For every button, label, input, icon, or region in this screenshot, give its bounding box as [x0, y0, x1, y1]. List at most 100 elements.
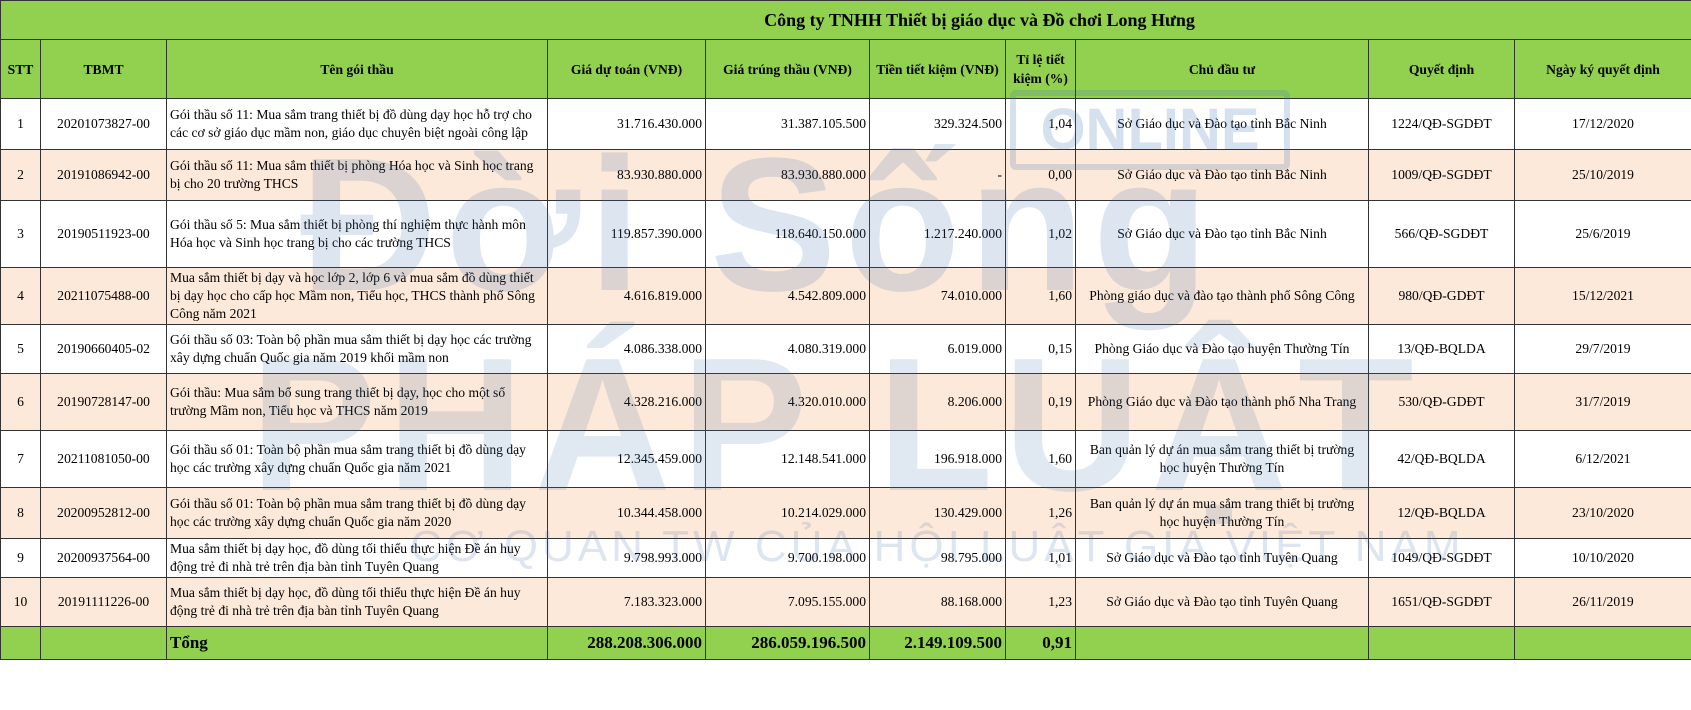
cell-chu-dau-tu[interactable]: Sở Giáo dục và Đào tạo tỉnh Tuyên Quang	[1075, 577, 1369, 627]
cell-tbmt[interactable]: 20200937564-00	[40, 538, 167, 578]
cell-ngay-ky[interactable]: 26/11/2019	[1514, 577, 1691, 627]
cell-quyet-dinh[interactable]: 12/QĐ-BQLDA	[1368, 487, 1515, 539]
cell-tien-tiet-kiem[interactable]: 329.324.500	[869, 98, 1006, 150]
cell-stt[interactable]: 6	[0, 373, 41, 431]
cell-tien-tiet-kiem[interactable]: 8.206.000	[869, 373, 1006, 431]
cell-gia-du-toan[interactable]: 10.344.458.000	[547, 487, 706, 539]
cell-ngay-ky[interactable]: 23/10/2020	[1514, 487, 1691, 539]
cell-stt[interactable]: 10	[0, 577, 41, 627]
cell-tien-tiet-kiem[interactable]: 130.429.000	[869, 487, 1006, 539]
cell-stt[interactable]: 7	[0, 430, 41, 488]
cell-tien-tiet-kiem[interactable]: 1.217.240.000	[869, 200, 1006, 268]
cell-ngay-ky[interactable]: 25/6/2019	[1514, 200, 1691, 268]
cell-ti-le[interactable]: 1,04	[1005, 98, 1076, 150]
cell-chu-dau-tu[interactable]: Sở Giáo dục và Đào tạo tỉnh Bắc Ninh	[1075, 200, 1369, 268]
cell-tien-tiet-kiem[interactable]: 74.010.000	[869, 267, 1006, 325]
cell-gia-trung-thau[interactable]: 4.080.319.000	[705, 324, 870, 374]
cell-stt[interactable]: 3	[0, 200, 41, 268]
total-label[interactable]: Tổng	[166, 626, 548, 660]
table-row[interactable]: 6 20190728147-00 Gói thầu: Mua sắm bổ su…	[0, 373, 1691, 431]
cell-gia-trung-thau[interactable]: 9.700.198.000	[705, 538, 870, 578]
cell-ten-goi-thau[interactable]: Gói thầu số 03: Toàn bộ phần mua sắm thi…	[166, 324, 548, 374]
cell-tien-tiet-kiem[interactable]: 88.168.000	[869, 577, 1006, 627]
table-row[interactable]: 8 20200952812-00 Gói thầu số 01: Toàn bộ…	[0, 487, 1691, 539]
total-row[interactable]: Tổng 288.208.306.000 286.059.196.500 2.1…	[0, 626, 1691, 660]
cell-stt[interactable]: 5	[0, 324, 41, 374]
cell-tien-tiet-kiem[interactable]: 98.795.000	[869, 538, 1006, 578]
cell-total-stt-empty[interactable]	[0, 626, 41, 660]
cell-ti-le[interactable]: 1,26	[1005, 487, 1076, 539]
cell-gia-trung-thau[interactable]: 4.320.010.000	[705, 373, 870, 431]
cell-ten-goi-thau[interactable]: Mua sắm thiết bị dạy học, đồ dùng tối th…	[166, 538, 548, 578]
cell-chu-dau-tu[interactable]: Sở Giáo dục và Đào tạo tỉnh Bắc Ninh	[1075, 98, 1369, 150]
table-row[interactable]: 7 20211081050-00 Gói thầu số 01: Toàn bộ…	[0, 430, 1691, 488]
cell-ten-goi-thau[interactable]: Gói thầu số 11: Mua sắm trang thiết bị đ…	[166, 98, 548, 150]
cell-ngay-ky[interactable]: 31/7/2019	[1514, 373, 1691, 431]
cell-ti-le[interactable]: 1,01	[1005, 538, 1076, 578]
cell-gia-trung-thau[interactable]: 118.640.150.000	[705, 200, 870, 268]
cell-stt[interactable]: 1	[0, 98, 41, 150]
cell-ngay-ky[interactable]: 15/12/2021	[1514, 267, 1691, 325]
cell-ti-le[interactable]: 1,60	[1005, 267, 1076, 325]
cell-ti-le[interactable]: 0,15	[1005, 324, 1076, 374]
cell-tbmt[interactable]: 20191086942-00	[40, 149, 167, 201]
cell-ti-le[interactable]: 1,23	[1005, 577, 1076, 627]
cell-ti-le[interactable]: 1,60	[1005, 430, 1076, 488]
cell-chu-dau-tu[interactable]: Ban quản lý dự án mua sắm trang thiết bị…	[1075, 487, 1369, 539]
table-row[interactable]: 3 20190511923-00 Gói thầu số 5: Mua sắm …	[0, 200, 1691, 268]
cell-stt[interactable]: 4	[0, 267, 41, 325]
cell-gia-trung-thau[interactable]: 83.930.880.000	[705, 149, 870, 201]
cell-gia-du-toan[interactable]: 9.798.993.000	[547, 538, 706, 578]
cell-chu-dau-tu[interactable]: Sở Giáo dục và Đào tạo tỉnh Tuyên Quang	[1075, 538, 1369, 578]
table-row[interactable]: 1 20201073827-00 Gói thầu số 11: Mua sắm…	[0, 98, 1691, 150]
cell-quyet-dinh[interactable]: 13/QĐ-BQLDA	[1368, 324, 1515, 374]
cell-ngay-ky[interactable]: 29/7/2019	[1514, 324, 1691, 374]
cell-gia-trung-thau[interactable]: 12.148.541.000	[705, 430, 870, 488]
cell-ngay-ky[interactable]: 25/10/2019	[1514, 149, 1691, 201]
cell-total-tbmt-empty[interactable]	[40, 626, 167, 660]
cell-gia-du-toan[interactable]: 83.930.880.000	[547, 149, 706, 201]
cell-gia-du-toan[interactable]: 31.716.430.000	[547, 98, 706, 150]
table-row[interactable]: 5 20190660405-02 Gói thầu số 03: Toàn bộ…	[0, 324, 1691, 374]
cell-chu-dau-tu[interactable]: Ban quản lý dự án mua sắm trang thiết bị…	[1075, 430, 1369, 488]
cell-gia-du-toan[interactable]: 4.328.216.000	[547, 373, 706, 431]
cell-gia-trung-thau[interactable]: 4.542.809.000	[705, 267, 870, 325]
cell-ten-goi-thau[interactable]: Gói thầu số 01: Toàn bộ phần mua sắm tra…	[166, 430, 548, 488]
cell-ti-le[interactable]: 1,02	[1005, 200, 1076, 268]
cell-tbmt[interactable]: 20190511923-00	[40, 200, 167, 268]
cell-tien-tiet-kiem[interactable]: 196.918.000	[869, 430, 1006, 488]
cell-chu-dau-tu[interactable]: Phòng Giáo dục và Đào tạo huyện Thường T…	[1075, 324, 1369, 374]
table-row[interactable]: 2 20191086942-00 Gói thầu số 11: Mua sắm…	[0, 149, 1691, 201]
cell-tbmt[interactable]: 20190660405-02	[40, 324, 167, 374]
cell-quyet-dinh[interactable]: 1049/QĐ-SGDĐT	[1368, 538, 1515, 578]
total-tien-tiet-kiem[interactable]: 2.149.109.500	[869, 626, 1006, 660]
cell-tbmt[interactable]: 20211081050-00	[40, 430, 167, 488]
cell-chu-dau-tu[interactable]: Sở Giáo dục và Đào tạo tỉnh Bắc Ninh	[1075, 149, 1369, 201]
cell-quyet-dinh[interactable]: 1651/QĐ-SGDĐT	[1368, 577, 1515, 627]
cell-gia-du-toan[interactable]: 4.616.819.000	[547, 267, 706, 325]
cell-ten-goi-thau[interactable]: Mua sắm thiết bị dạy học, đồ dùng tối th…	[166, 577, 548, 627]
cell-tbmt[interactable]: 20201073827-00	[40, 98, 167, 150]
cell-gia-du-toan[interactable]: 119.857.390.000	[547, 200, 706, 268]
cell-tbmt[interactable]: 20190728147-00	[40, 373, 167, 431]
cell-tien-tiet-kiem[interactable]: 6.019.000	[869, 324, 1006, 374]
cell-ti-le[interactable]: 0,00	[1005, 149, 1076, 201]
cell-total-chu-dau-tu-empty[interactable]	[1075, 626, 1369, 660]
cell-quyet-dinh[interactable]: 566/QĐ-SGDĐT	[1368, 200, 1515, 268]
cell-quyet-dinh[interactable]: 530/QĐ-GDĐT	[1368, 373, 1515, 431]
cell-chu-dau-tu[interactable]: Phòng Giáo dục và Đào tạo thành phố Nha …	[1075, 373, 1369, 431]
cell-tbmt[interactable]: 20200952812-00	[40, 487, 167, 539]
cell-gia-trung-thau[interactable]: 31.387.105.500	[705, 98, 870, 150]
cell-gia-du-toan[interactable]: 12.345.459.000	[547, 430, 706, 488]
total-gia-du-toan[interactable]: 288.208.306.000	[547, 626, 706, 660]
cell-chu-dau-tu[interactable]: Phòng giáo dục và đào tạo thành phố Sông…	[1075, 267, 1369, 325]
cell-gia-trung-thau[interactable]: 10.214.029.000	[705, 487, 870, 539]
cell-ten-goi-thau[interactable]: Gói thầu số 01: Toàn bộ phần mua sắm tra…	[166, 487, 548, 539]
cell-total-quyet-dinh-empty[interactable]	[1368, 626, 1515, 660]
cell-ten-goi-thau[interactable]: Gói thầu: Mua sắm bổ sung trang thiết bị…	[166, 373, 548, 431]
cell-quyet-dinh[interactable]: 1224/QĐ-SGDĐT	[1368, 98, 1515, 150]
total-ti-le[interactable]: 0,91	[1005, 626, 1076, 660]
cell-quyet-dinh[interactable]: 1009/QĐ-SGDĐT	[1368, 149, 1515, 201]
cell-quyet-dinh[interactable]: 42/QĐ-BQLDA	[1368, 430, 1515, 488]
cell-total-ngay-ky-empty[interactable]	[1514, 626, 1691, 660]
